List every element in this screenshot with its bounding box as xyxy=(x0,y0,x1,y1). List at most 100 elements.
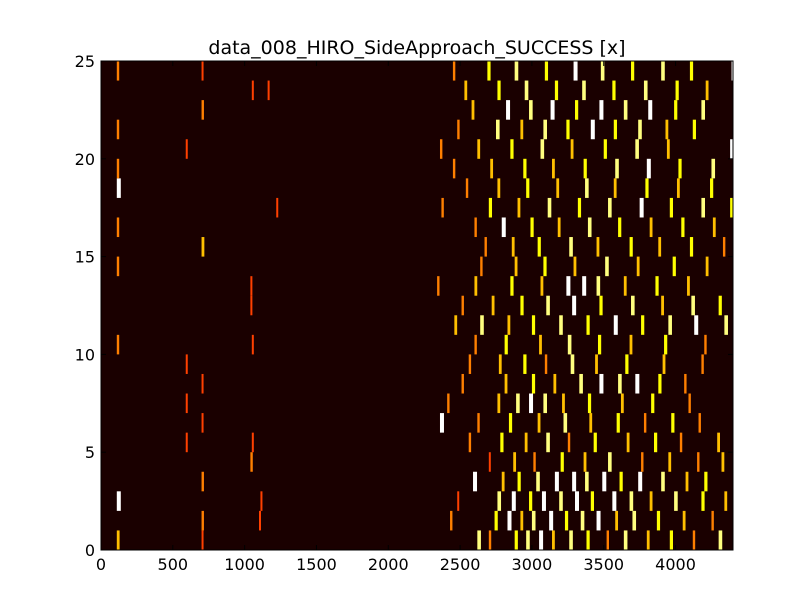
heatmap-cell xyxy=(731,61,736,81)
heatmap-cell xyxy=(567,432,571,453)
heatmap-cell xyxy=(569,237,573,257)
heatmap-cell xyxy=(668,315,672,335)
heatmap-cell xyxy=(679,432,683,453)
heatmap-cell xyxy=(201,100,204,120)
heatmap-cell xyxy=(577,197,582,218)
heatmap-cell xyxy=(692,530,696,550)
heatmap-cell xyxy=(116,491,121,511)
heatmap-cell xyxy=(267,80,270,101)
heatmap-cell xyxy=(618,373,622,394)
heatmap-cell xyxy=(185,432,188,453)
heatmap-cell xyxy=(537,237,541,257)
heatmap-cell xyxy=(651,393,655,414)
heatmap-cell xyxy=(185,393,188,414)
heatmap-cell xyxy=(549,510,554,531)
heatmap-cell xyxy=(658,373,662,394)
heatmap-cell xyxy=(546,295,550,316)
heatmap-cell xyxy=(668,452,672,472)
y-tick-label: 5 xyxy=(85,443,95,462)
heatmap-cell xyxy=(593,432,597,453)
heatmap-cell xyxy=(536,471,540,492)
heatmap-cell xyxy=(520,295,524,316)
heatmap-cell xyxy=(623,276,627,296)
heatmap-cell xyxy=(599,100,604,120)
heatmap-cell xyxy=(474,276,478,296)
heatmap-cell xyxy=(250,276,253,296)
heatmap-cell xyxy=(619,471,623,492)
heatmap-cell xyxy=(675,80,679,101)
heatmap-cell xyxy=(654,432,658,453)
heatmap-cell xyxy=(185,139,188,159)
heatmap-cell xyxy=(461,295,464,316)
heatmap-cell xyxy=(523,158,527,179)
heatmap-cell xyxy=(590,491,594,511)
heatmap-cell xyxy=(510,139,514,159)
heatmap-cell xyxy=(645,178,649,198)
heatmap-cell xyxy=(567,334,572,355)
heatmap-cell xyxy=(513,452,517,472)
heatmap-cell xyxy=(251,334,254,355)
heatmap-cell xyxy=(597,334,602,355)
heatmap-cell xyxy=(600,61,605,81)
heatmap-cell xyxy=(570,354,575,374)
heatmap-cell xyxy=(596,510,601,531)
heatmap-cell xyxy=(541,491,546,511)
heatmap-cell xyxy=(669,197,673,218)
heatmap-cell xyxy=(687,276,690,296)
heatmap-cell xyxy=(629,491,634,511)
heatmap-cell xyxy=(452,158,456,179)
heatmap-cell xyxy=(626,432,630,453)
heatmap-cell xyxy=(491,295,495,316)
heatmap-cell xyxy=(517,471,521,492)
heatmap-cell xyxy=(508,413,513,433)
heatmap-cell xyxy=(116,178,121,198)
heatmap-cell xyxy=(599,373,604,394)
heatmap-cell xyxy=(511,237,515,257)
heatmap-cell xyxy=(730,139,735,159)
heatmap-cell xyxy=(447,393,450,414)
heatmap-cell xyxy=(691,295,695,316)
heatmap-cell xyxy=(587,393,592,414)
heatmap-cell xyxy=(721,452,725,472)
heatmap-cell xyxy=(552,530,555,550)
heatmap-cell xyxy=(613,315,618,335)
heatmap-cell xyxy=(543,393,547,414)
heatmap-cell xyxy=(704,471,708,492)
heatmap-cell xyxy=(684,373,687,394)
heatmap-cell xyxy=(520,119,524,140)
heatmap-cell xyxy=(674,491,678,511)
x-tick-label: 2000 xyxy=(368,555,409,574)
chart-title: data_008_HIRO_SideApproach_SUCCESS [x] xyxy=(208,37,625,59)
heatmap-cell xyxy=(554,80,559,101)
heatmap-cell xyxy=(471,100,475,120)
heatmap-cell xyxy=(643,413,647,433)
heatmap-cell xyxy=(710,178,714,198)
heatmap-cell xyxy=(540,276,544,296)
heatmap-cell xyxy=(490,158,494,179)
heatmap-cell xyxy=(643,80,648,101)
heatmap-cell xyxy=(537,413,541,433)
heatmap-cell xyxy=(260,491,263,511)
heatmap-cell xyxy=(529,393,534,414)
heatmap-cell xyxy=(669,530,673,550)
heatmap-cell xyxy=(553,373,557,394)
heatmap-cell xyxy=(468,432,472,453)
heatmap-cell xyxy=(712,217,716,238)
heatmap-cell xyxy=(585,471,589,492)
heatmap-cell xyxy=(580,510,585,531)
heatmap-cell xyxy=(676,178,680,198)
heatmap-cell xyxy=(116,158,120,179)
heatmap-cell xyxy=(606,530,609,550)
heatmap-cell xyxy=(452,61,456,81)
heatmap-cell xyxy=(664,334,668,355)
heatmap-cell xyxy=(276,197,279,218)
heatmap-cell xyxy=(497,178,501,198)
heatmap-cell xyxy=(514,256,518,277)
heatmap-cell xyxy=(704,334,707,355)
heatmap-cell xyxy=(572,471,577,492)
x-tick-label: 2500 xyxy=(440,555,481,574)
x-tick-label: 500 xyxy=(158,555,189,574)
heatmap-cell xyxy=(586,315,590,335)
heatmap-cell xyxy=(496,119,500,140)
heatmap-cell xyxy=(629,334,633,355)
